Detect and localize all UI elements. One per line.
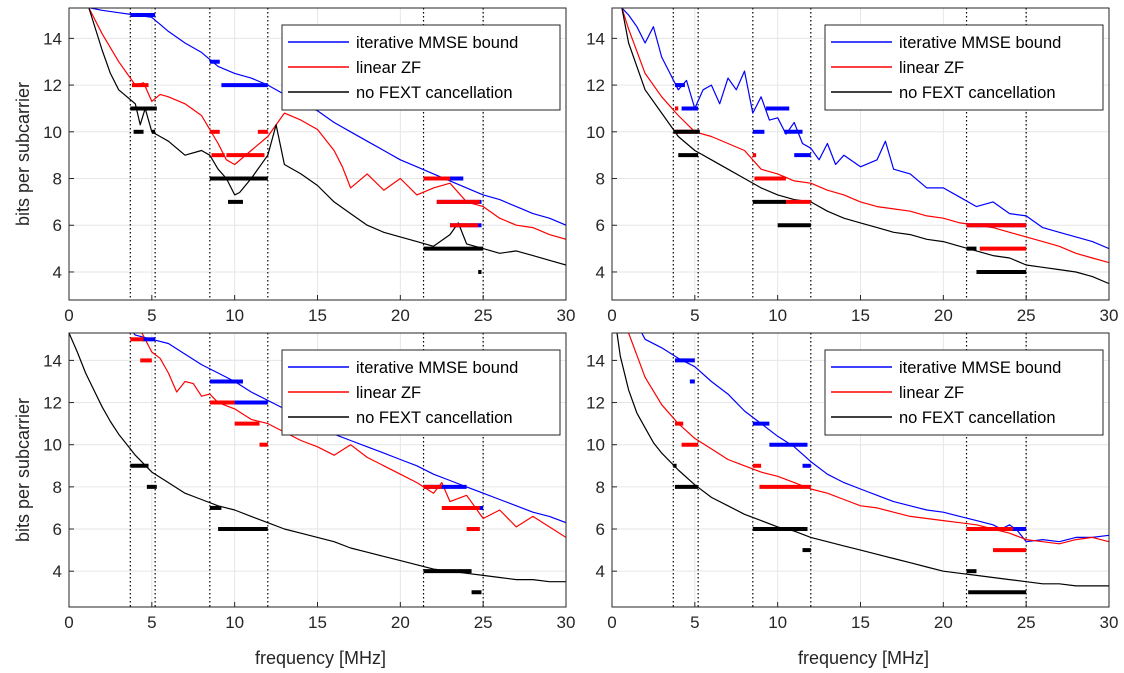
y-tick-label: 8: [53, 170, 62, 189]
x-tick-label: 10: [768, 613, 787, 632]
x-tick-label: 5: [690, 613, 699, 632]
legend-label-zf: linear ZF: [356, 384, 421, 402]
y-tick-label: 6: [53, 216, 62, 235]
x-tick-label: 15: [851, 306, 870, 325]
y-axis-label: bits per subcarrier: [13, 398, 33, 542]
y-tick-label: 12: [586, 76, 605, 95]
y-tick-label: 4: [596, 562, 605, 581]
y-tick-label: 4: [596, 263, 605, 282]
legend: iterative MMSE bound linear ZF no FEXT can…: [281, 349, 561, 436]
y-tick-label: 4: [53, 263, 62, 282]
y-tick-label: 10: [43, 436, 62, 455]
y-tick-label: 10: [586, 123, 605, 142]
x-tick-label: 0: [64, 306, 73, 325]
series-line-mmse: [641, 333, 1109, 543]
y-tick-label: 14: [43, 29, 62, 48]
legend-label-nofext: no FEXT cancellation: [356, 409, 513, 427]
legend-label-nofext: no FEXT cancellation: [356, 84, 513, 102]
x-tick-label: 20: [391, 613, 410, 632]
x-tick-label: 20: [934, 306, 953, 325]
x-tick-label: 25: [1017, 306, 1036, 325]
legend-label-zf: linear ZF: [356, 59, 421, 77]
panel-top-right: 0 5 10 15 20 25 30 4 6 8 10 12 14 iterative MMSE boun…: [586, 7, 1119, 325]
panel-top-left: 0 5 10 15 20 25 30 4 6 8 10 12 14 iterative MMSE boun…: [13, 7, 576, 325]
x-tick-label: 25: [1017, 613, 1036, 632]
legend-label-nofext: no FEXT cancellation: [899, 409, 1056, 427]
x-tick-label: 15: [308, 613, 327, 632]
x-tick-label: 5: [147, 306, 156, 325]
y-tick-label: 6: [596, 520, 605, 539]
y-tick-label: 8: [596, 478, 605, 497]
series-line-mmse: [133, 333, 566, 524]
x-tick-label: 25: [474, 613, 493, 632]
x-tick-label: 15: [851, 613, 870, 632]
x-tick-label: 10: [225, 306, 244, 325]
legend-label-mmse: iterative MMSE bound: [899, 359, 1061, 377]
panel-bottom-right: 0 5 10 15 20 25 30 4 6 8 10 12 14 iterative MMSE boun…: [586, 332, 1119, 668]
legend-label-zf: linear ZF: [899, 384, 964, 402]
x-tick-label: 10: [225, 613, 244, 632]
x-tick-label: 30: [1100, 306, 1119, 325]
x-tick-label: 0: [607, 613, 616, 632]
legend: iterative MMSE bound linear ZF no FEXT can…: [824, 349, 1104, 436]
y-tick-label: 6: [53, 520, 62, 539]
series-line-zf: [628, 333, 1109, 545]
x-tick-label: 10: [768, 306, 787, 325]
panel-bottom-left: 0 5 10 15 20 25 30 4 6 8 10 12 14 iterative MMSE boun…: [13, 332, 576, 668]
series-line-mmse: [90, 8, 566, 226]
y-tick-label: 10: [43, 123, 62, 142]
series-line-nofext: [69, 333, 566, 583]
legend-label-mmse: iterative MMSE bound: [356, 359, 518, 377]
x-tick-label: 0: [607, 306, 616, 325]
y-tick-label: 10: [586, 436, 605, 455]
legend-label-zf: linear ZF: [899, 59, 964, 77]
plot-content: [69, 333, 566, 607]
x-axis-label: frequency [MHz]: [798, 648, 929, 668]
y-tick-label: 14: [586, 351, 605, 370]
series-line-nofext: [621, 8, 1109, 285]
x-tick-label: 5: [690, 306, 699, 325]
y-tick-label: 12: [586, 394, 605, 413]
x-tick-label: 30: [557, 306, 576, 325]
plot-content: [616, 333, 1109, 607]
x-tick-label: 30: [557, 613, 576, 632]
x-tick-label: 5: [147, 613, 156, 632]
x-tick-label: 30: [1100, 613, 1119, 632]
legend: iterative MMSE bound linear ZF no FEXT can…: [281, 24, 561, 111]
series-line-nofext: [88, 8, 566, 266]
y-tick-label: 12: [43, 76, 62, 95]
series-line-nofext: [616, 333, 1109, 587]
y-tick-label: 12: [43, 394, 62, 413]
x-axis-label: frequency [MHz]: [255, 648, 386, 668]
y-tick-label: 14: [43, 351, 62, 370]
y-tick-label: 14: [586, 29, 605, 48]
y-tick-label: 8: [596, 170, 605, 189]
x-tick-label: 15: [308, 306, 327, 325]
y-tick-label: 4: [53, 562, 62, 581]
x-tick-label: 0: [64, 613, 73, 632]
x-tick-label: 20: [391, 306, 410, 325]
y-tick-label: 6: [596, 216, 605, 235]
series-line-zf: [141, 333, 566, 538]
legend-label-mmse: iterative MMSE bound: [356, 34, 518, 52]
legend: iterative MMSE bound linear ZF no FEXT can…: [824, 24, 1104, 111]
y-axis-label: bits per subcarrier: [13, 82, 33, 226]
y-tick-label: 8: [53, 478, 62, 497]
x-tick-label: 20: [934, 613, 953, 632]
legend-label-mmse: iterative MMSE bound: [899, 34, 1061, 52]
legend-label-nofext: no FEXT cancellation: [899, 84, 1056, 102]
x-tick-label: 25: [474, 306, 493, 325]
